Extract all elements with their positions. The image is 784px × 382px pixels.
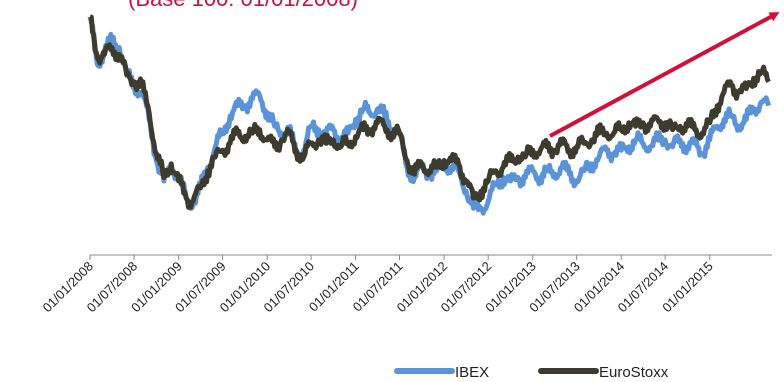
- legend: IBEX EuroStoxx: [394, 364, 669, 381]
- series-line-eurostoxx: [88, 14, 771, 210]
- trend-arrow-icon: [549, 12, 780, 138]
- series-line-ibex: [87, 16, 771, 216]
- legend-label-ibex: IBEX: [455, 364, 489, 381]
- legend-label-eurostoxx: EuroStoxx: [599, 364, 669, 381]
- chart-subtitle: (Base 100: 01/01/2008): [128, 0, 358, 11]
